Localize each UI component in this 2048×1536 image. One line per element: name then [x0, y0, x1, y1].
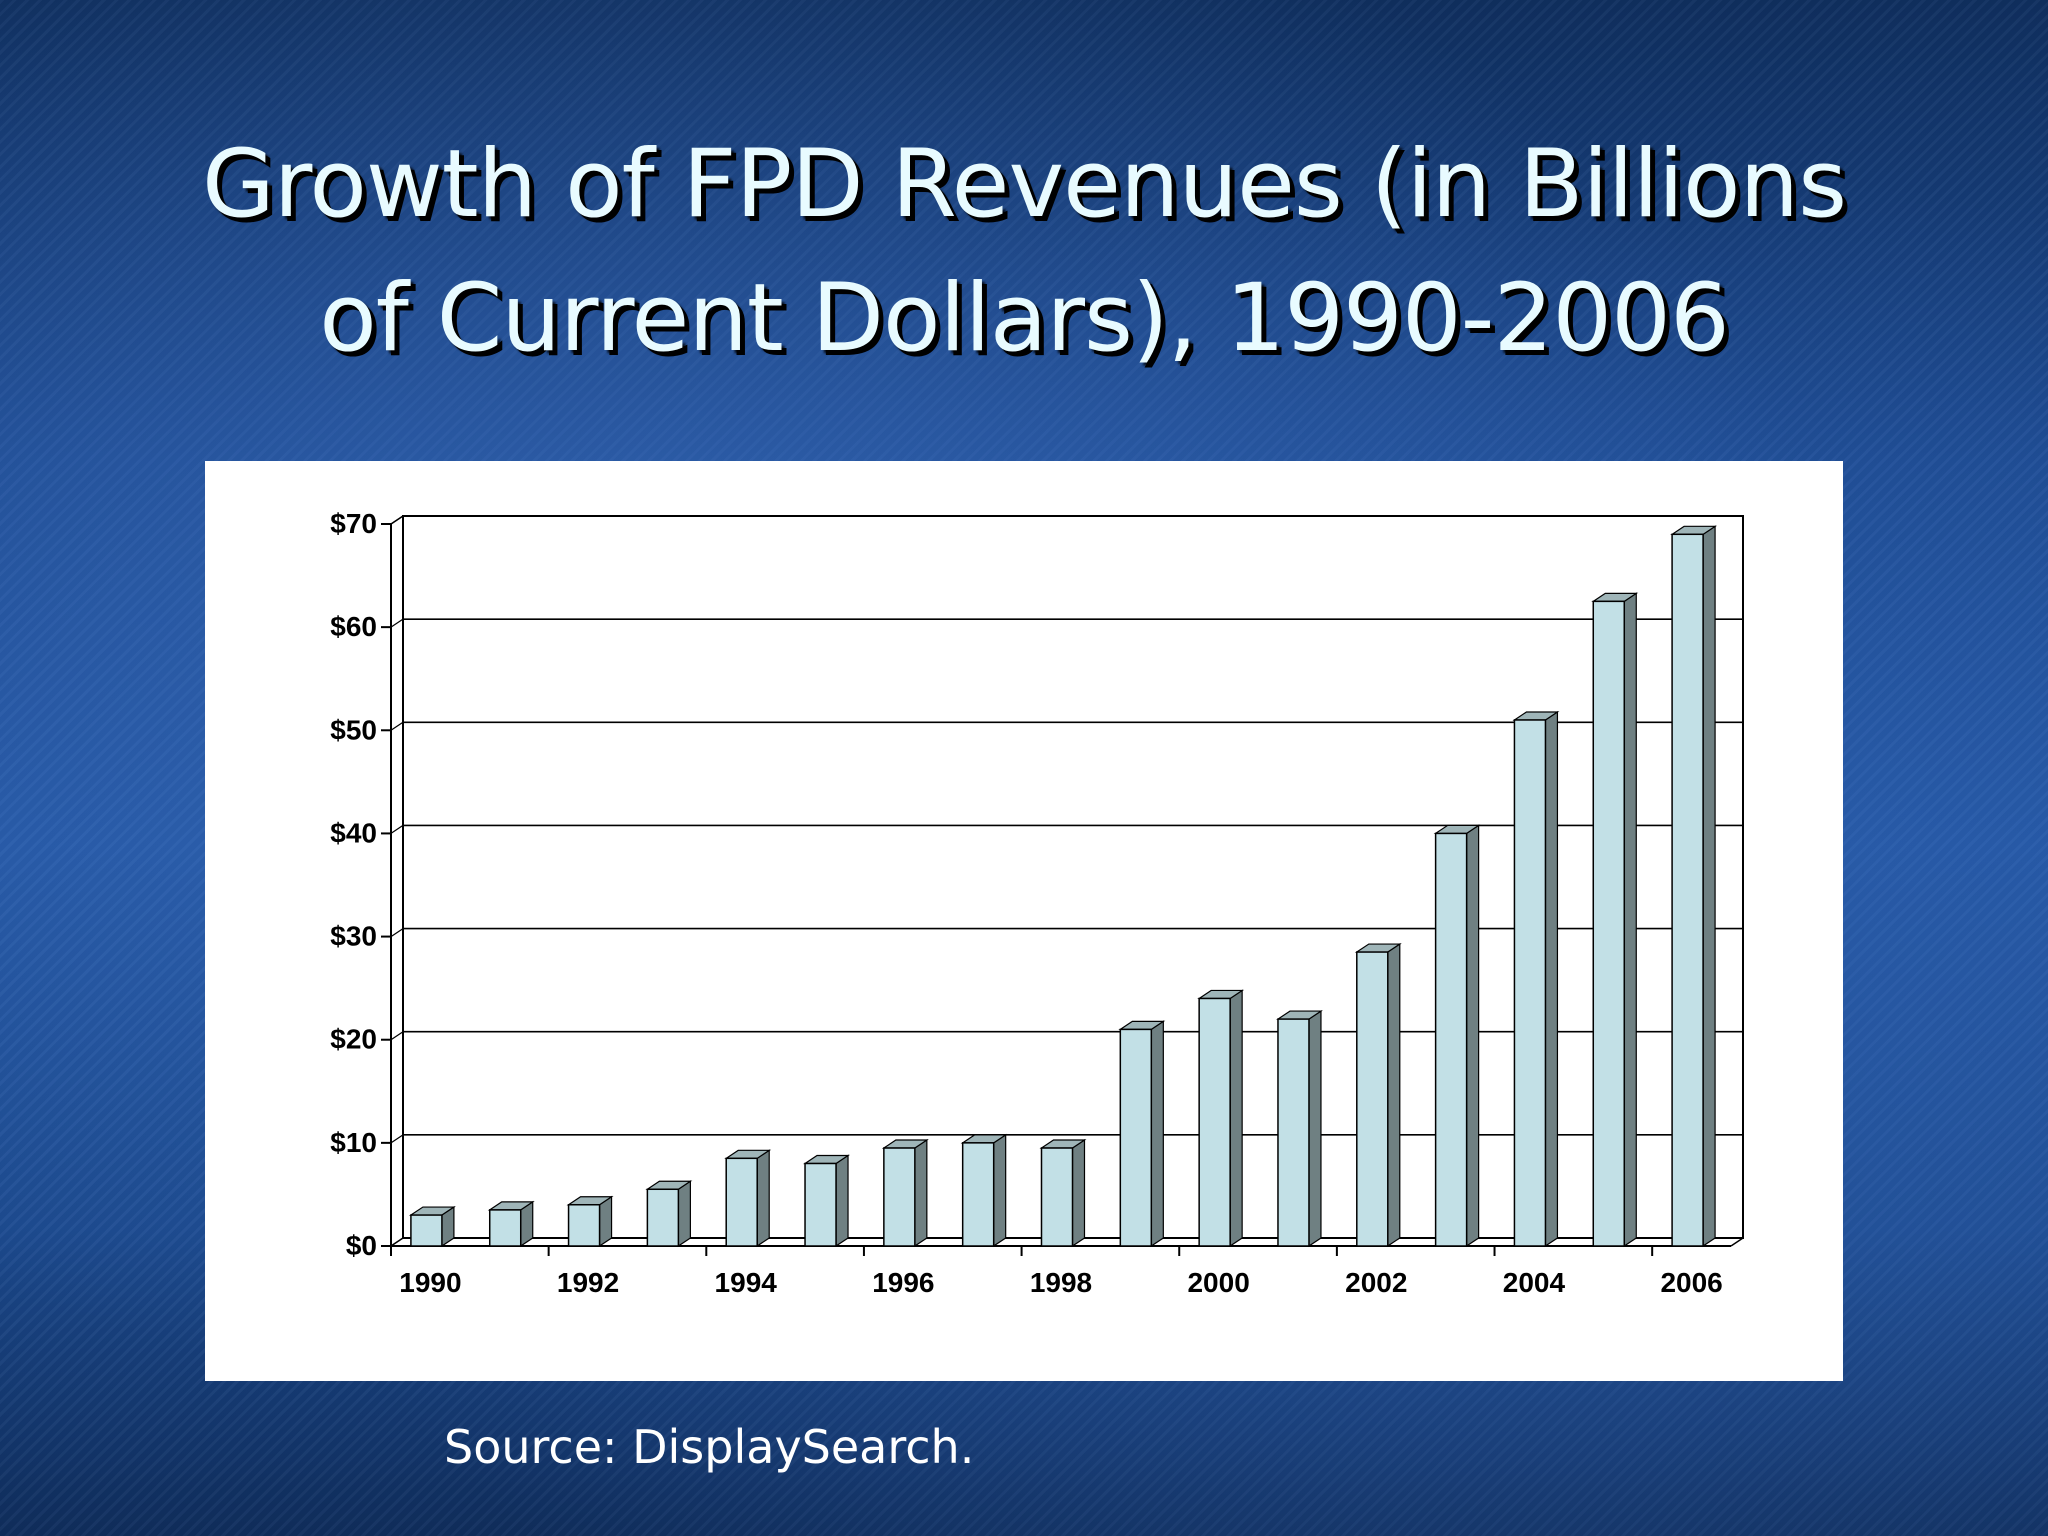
bar: [1040, 1147, 1074, 1247]
bar-side: [835, 1154, 849, 1248]
bar-chart: $0 $10 $20 $30 $40 $50 $60 $70 1990 1992 1994 1996 1…: [330, 508, 1744, 1298]
bar-side: [1466, 824, 1480, 1248]
x-tick-label: 1994: [715, 1267, 778, 1298]
y-axis-top-edge: [390, 515, 404, 525]
bar-side: [1308, 1009, 1322, 1248]
y-tick-label: $0: [346, 1230, 377, 1261]
x-tick-label: 1990: [399, 1267, 461, 1298]
floor-left-edge: [390, 1237, 404, 1247]
bar: [1277, 1018, 1310, 1247]
bar: [961, 1142, 995, 1247]
x-tick-label: 2004: [1503, 1267, 1566, 1298]
y-tick-label: $50: [330, 714, 377, 745]
bar: [488, 1209, 522, 1247]
bar-side: [677, 1180, 691, 1248]
bar: [804, 1162, 837, 1247]
x-tick-label: 2006: [1660, 1267, 1722, 1298]
gridline-side: [390, 721, 404, 731]
source-note: Source: DisplaySearch.: [444, 1420, 975, 1474]
bar: [1513, 719, 1547, 1247]
x-tick-label: 1998: [1030, 1267, 1092, 1298]
gridline-side: [390, 1031, 404, 1041]
bar: [1592, 600, 1626, 1247]
x-tick-label: 1996: [872, 1267, 934, 1298]
bar-side: [1071, 1138, 1086, 1248]
bar: [883, 1147, 916, 1247]
gridline-side: [390, 824, 404, 834]
y-tick-label: $40: [330, 817, 377, 848]
y-tick-label: $70: [330, 508, 377, 539]
x-tick-label: 1992: [557, 1267, 619, 1298]
x-tick-label: 2002: [1345, 1267, 1407, 1298]
bar-side: [1544, 710, 1559, 1248]
slide-title-line-2: of Current Dollars), 1990-2006: [319, 264, 1730, 373]
bar-side: [993, 1133, 1007, 1248]
bar: [1356, 951, 1389, 1247]
bar: [1198, 997, 1231, 1247]
bar-side: [1623, 592, 1637, 1248]
bar: [567, 1203, 601, 1247]
y-tick-label: $60: [330, 611, 377, 642]
bar-side: [756, 1149, 770, 1248]
y-tick-label: $20: [330, 1024, 377, 1055]
gridline-side: [390, 618, 404, 628]
gridline-side: [390, 1134, 404, 1144]
y-tick-label: $10: [330, 1127, 377, 1158]
bar-side: [1387, 942, 1401, 1248]
bar: [1434, 832, 1468, 1247]
x-axis-right-edge: [1730, 1237, 1744, 1247]
bar: [725, 1157, 758, 1247]
bar: [1119, 1028, 1153, 1247]
gridline-side: [390, 928, 404, 938]
bar-side: [914, 1138, 928, 1248]
bar-side: [1150, 1020, 1164, 1248]
bar: [410, 1214, 443, 1247]
bars: [408, 525, 1718, 1248]
bar: [646, 1188, 680, 1247]
chart-panel: $0 $10 $20 $30 $40 $50 $60 $70 1990 1992 1994 1996 1…: [205, 461, 1843, 1381]
x-tick-label: 2000: [1187, 1267, 1249, 1298]
bar: [1671, 533, 1704, 1247]
bar-side: [1229, 989, 1243, 1248]
slide-title-line-1: Growth of FPD Revenues (in Billions: [201, 130, 1847, 239]
slide-title: Growth of FPD Revenues (in Billions of C…: [0, 118, 2048, 386]
y-tick-label: $30: [330, 921, 377, 952]
tick-labels: $0 $10 $20 $30 $40 $50 $60 $70 1990 1992 1994 1996 1…: [330, 508, 1722, 1298]
bar-side: [1702, 525, 1716, 1248]
